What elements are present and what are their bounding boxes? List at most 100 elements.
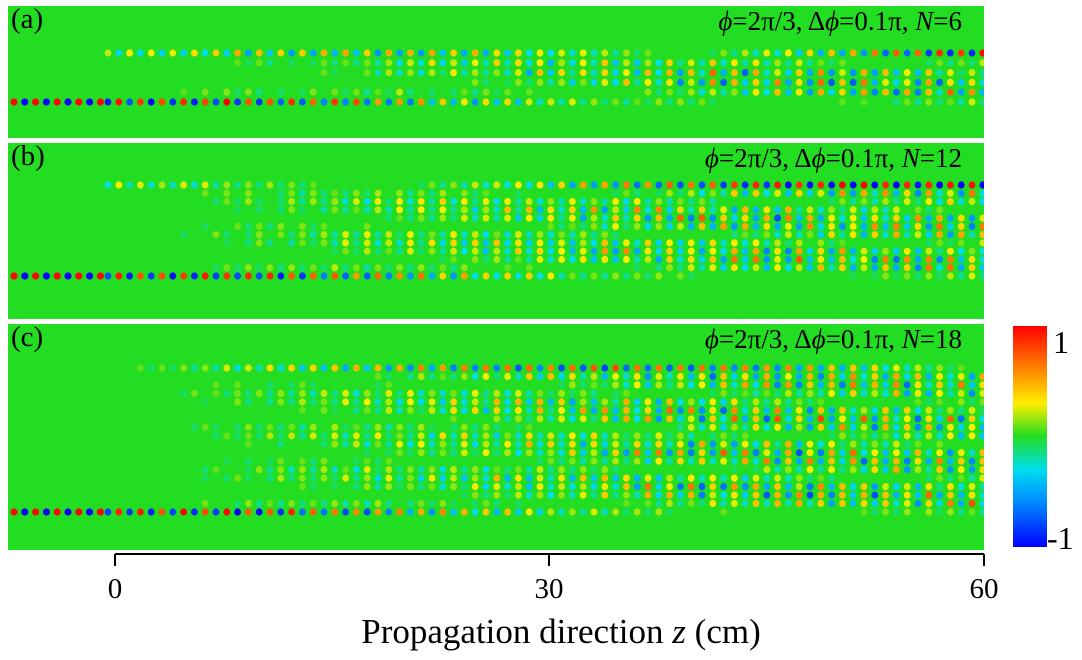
field-spot <box>806 88 814 96</box>
field-spot <box>471 59 479 67</box>
field-spot <box>569 449 576 457</box>
field-spot <box>914 432 922 440</box>
field-spot <box>860 214 868 222</box>
field-spot <box>21 272 29 280</box>
field-spot <box>288 474 295 482</box>
field-spot <box>461 189 468 197</box>
field-spot <box>471 466 479 474</box>
field-spot <box>871 364 879 372</box>
field-spot <box>590 49 598 57</box>
field-spot <box>515 231 522 239</box>
field-spot <box>320 474 328 482</box>
field-spot <box>396 466 403 474</box>
field-spot <box>579 483 587 491</box>
field-spot <box>601 406 609 414</box>
field-spot <box>817 406 825 414</box>
field-spot <box>849 381 857 389</box>
field-spot <box>914 49 922 57</box>
field-spot <box>709 69 717 77</box>
field-spot <box>763 255 771 264</box>
field-spot <box>547 69 555 77</box>
field-spot <box>623 69 630 77</box>
field-spot <box>806 222 814 230</box>
field-spot <box>104 49 112 57</box>
field-spot <box>925 415 933 423</box>
field-spot <box>547 440 555 448</box>
field-spot <box>763 372 771 381</box>
field-spot <box>417 98 425 106</box>
field-spot <box>882 406 889 414</box>
field-spot <box>893 440 900 448</box>
field-spot <box>655 255 663 264</box>
field-spot <box>579 255 587 264</box>
field-spot <box>979 398 984 406</box>
field-spot <box>601 372 609 381</box>
field-spot <box>374 508 382 516</box>
field-spot <box>709 381 717 389</box>
field-map-c <box>10 364 984 516</box>
field-spot <box>461 474 468 482</box>
field-spot <box>525 206 533 214</box>
field-spot <box>558 381 565 389</box>
field-spot <box>925 499 933 508</box>
field-spot <box>439 272 447 280</box>
field-spot <box>623 415 630 423</box>
field-spot <box>666 69 673 77</box>
field-spot <box>331 69 339 77</box>
field-spot <box>32 508 40 516</box>
field-spot <box>893 381 900 389</box>
field-spot <box>623 508 630 516</box>
field-spot <box>785 499 792 508</box>
field-spot <box>687 255 695 264</box>
field-spot <box>579 449 587 457</box>
field-spot <box>461 181 468 189</box>
field-spot <box>180 272 188 280</box>
field-spot <box>666 415 673 423</box>
field-spot <box>320 432 328 440</box>
field-spot <box>720 415 727 423</box>
field-spot <box>201 189 209 197</box>
field-spot <box>698 206 706 214</box>
field-spot <box>839 181 846 189</box>
field-spot <box>504 206 511 214</box>
field-spot <box>839 78 846 86</box>
field-spot <box>407 474 414 482</box>
field-spot <box>936 98 943 106</box>
field-spot <box>234 423 242 431</box>
field-spot <box>450 440 457 448</box>
field-spot <box>288 272 295 280</box>
field-spot <box>687 423 695 431</box>
field-spot <box>245 231 252 239</box>
field-spot <box>234 389 242 397</box>
field-spot <box>385 398 393 406</box>
field-spot <box>741 255 749 264</box>
field-spot <box>299 239 306 247</box>
field-spot <box>137 272 144 280</box>
field-spot <box>817 457 825 465</box>
field-spot <box>806 491 814 499</box>
field-spot <box>558 98 565 106</box>
field-spot <box>612 432 619 440</box>
field-spot <box>536 440 544 448</box>
field-spot <box>234 197 242 206</box>
panel-parameters: ϕ=2π/3, Δϕ=0.1π, N=6 <box>718 6 962 36</box>
field-spot <box>936 406 943 414</box>
field-spot <box>947 457 954 465</box>
field-spot <box>903 466 911 474</box>
field-spot <box>644 508 652 516</box>
field-spot <box>860 264 868 272</box>
field-spot <box>439 364 447 372</box>
field-spot <box>720 423 727 431</box>
field-spot <box>957 239 965 247</box>
field-spot <box>860 206 868 214</box>
field-spot <box>428 406 436 414</box>
field-spot <box>828 406 835 414</box>
field-spot <box>396 214 403 222</box>
field-spot <box>482 372 490 381</box>
field-spot <box>903 449 911 457</box>
field-spot <box>536 239 544 247</box>
field-spot <box>914 423 922 431</box>
field-spot <box>741 247 749 255</box>
field-spot <box>331 88 339 96</box>
field-spot <box>353 239 360 247</box>
